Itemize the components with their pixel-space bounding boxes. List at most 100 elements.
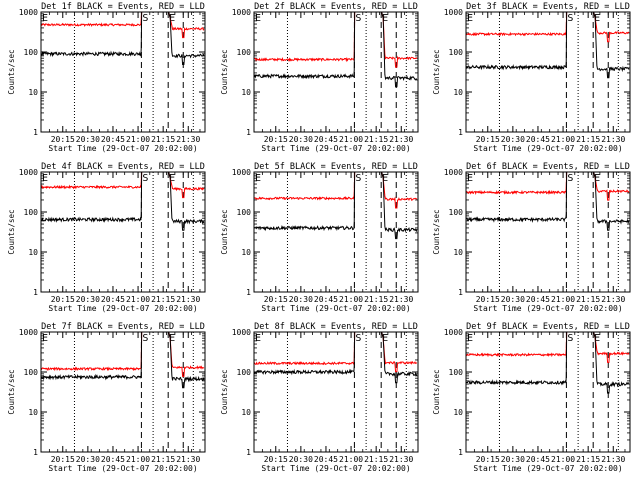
y-tick-label: 1 bbox=[33, 128, 38, 137]
y-tick-label: 10 bbox=[28, 408, 38, 417]
event-marker-label: E bbox=[42, 173, 48, 184]
lld-series-line-after bbox=[168, 331, 205, 377]
x-tick-label: 20:30 bbox=[76, 295, 100, 304]
y-tick-label: 1000 bbox=[444, 168, 463, 177]
y-tick-label: 1000 bbox=[19, 8, 38, 17]
y-tick-label: 1 bbox=[33, 448, 38, 457]
y-tick-label: 100 bbox=[449, 208, 464, 217]
events-series-line-after bbox=[168, 171, 205, 231]
events-series-line-before bbox=[253, 331, 356, 376]
x-tick-label: 20:30 bbox=[289, 135, 313, 144]
event-marker-label: S bbox=[355, 173, 361, 184]
x-axis-label: Start Time (29-Oct-07 20:02:00) bbox=[473, 144, 622, 153]
x-tick-label: 20:30 bbox=[501, 295, 525, 304]
event-marker-label: E bbox=[382, 173, 388, 184]
y-tick-label: 1000 bbox=[444, 328, 463, 337]
x-axis-label: Start Time (29-Oct-07 20:02:00) bbox=[473, 304, 622, 313]
events-series-line-after bbox=[381, 171, 418, 240]
y-tick-label: 100 bbox=[449, 368, 464, 377]
y-tick-label: 1 bbox=[458, 288, 463, 297]
event-marker-label: E bbox=[169, 13, 175, 24]
lld-series-line-before bbox=[466, 171, 568, 195]
event-marker-label: E bbox=[42, 13, 48, 24]
x-tick-label: 20:30 bbox=[289, 455, 313, 464]
y-tick-label: 100 bbox=[237, 368, 252, 377]
x-tick-label: 20:15 bbox=[51, 295, 75, 304]
lld-series-line-before bbox=[465, 331, 568, 358]
y-tick-label: 1000 bbox=[232, 328, 251, 337]
event-marker-label: E bbox=[594, 173, 600, 184]
x-tick-label: 20:45 bbox=[314, 135, 338, 144]
events-series-line-after bbox=[593, 331, 630, 394]
x-tick-label: 21:30 bbox=[176, 295, 200, 304]
y-tick-label: 100 bbox=[449, 48, 464, 57]
x-tick-label: 20:15 bbox=[476, 135, 500, 144]
y-axis-label: Counts/sec bbox=[432, 209, 441, 254]
x-tick-label: 21:00 bbox=[551, 135, 575, 144]
x-tick-label: 21:30 bbox=[601, 135, 625, 144]
y-tick-label: 1 bbox=[33, 288, 38, 297]
x-tick-label: 20:45 bbox=[101, 135, 125, 144]
x-tick-label: 20:15 bbox=[476, 455, 500, 464]
panel-4: Det 4f BLACK = Events, RED = LLD Counts/s… bbox=[7, 162, 206, 313]
y-tick-label: 100 bbox=[24, 208, 39, 217]
event-marker-label: E bbox=[255, 333, 261, 344]
events-series-line-before bbox=[40, 11, 143, 58]
panel-8: Det 8f BLACK = Events, RED = LLD Counts/s… bbox=[220, 322, 419, 473]
event-marker-label: E bbox=[169, 333, 175, 344]
event-marker-label: S bbox=[567, 173, 573, 184]
y-tick-label: 10 bbox=[453, 88, 463, 97]
y-tick-label: 10 bbox=[241, 408, 251, 417]
y-tick-label: 100 bbox=[24, 48, 39, 57]
panel-title: Det 4f BLACK = Events, RED = LLD bbox=[41, 162, 205, 172]
x-axis-label: Start Time (29-Oct-07 20:02:00) bbox=[48, 144, 197, 153]
plot-frame bbox=[40, 171, 206, 293]
y-tick-label: 10 bbox=[241, 88, 251, 97]
y-axis-label: Counts/sec bbox=[432, 49, 441, 94]
panel-title: Det 8f BLACK = Events, RED = LLD bbox=[254, 322, 418, 332]
panel-title: Det 7f BLACK = Events, RED = LLD bbox=[41, 322, 205, 332]
panel-3: Det 3f BLACK = Events, RED = LLD Counts/s… bbox=[432, 2, 631, 153]
x-axis-label: Start Time (29-Oct-07 20:02:00) bbox=[473, 464, 622, 473]
x-axis-label: Start Time (29-Oct-07 20:02:00) bbox=[48, 304, 197, 313]
y-axis-label: Counts/sec bbox=[220, 49, 229, 94]
event-marker-label: E bbox=[255, 173, 261, 184]
x-tick-label: 21:30 bbox=[176, 135, 200, 144]
lld-series-line-after bbox=[381, 171, 418, 209]
x-axis-label: Start Time (29-Oct-07 20:02:00) bbox=[261, 304, 410, 313]
lld-series-line-before bbox=[253, 331, 356, 366]
y-tick-label: 10 bbox=[28, 248, 38, 257]
x-tick-label: 21:30 bbox=[389, 135, 413, 144]
plot-frame bbox=[253, 331, 419, 453]
plot-frame bbox=[465, 11, 631, 133]
y-tick-label: 100 bbox=[237, 208, 252, 217]
events-series-line-before bbox=[41, 171, 143, 223]
x-tick-label: 20:30 bbox=[76, 455, 100, 464]
event-marker-label: S bbox=[355, 333, 361, 344]
x-tick-label: 21:15 bbox=[576, 455, 600, 464]
panel-7: Det 7f BLACK = Events, RED = LLD Counts/s… bbox=[7, 322, 206, 473]
x-tick-label: 21:30 bbox=[389, 295, 413, 304]
events-series-line-before bbox=[254, 171, 356, 232]
event-marker-label: S bbox=[142, 13, 148, 24]
y-tick-label: 100 bbox=[24, 368, 39, 377]
x-tick-label: 21:00 bbox=[551, 455, 575, 464]
x-tick-label: 21:30 bbox=[601, 295, 625, 304]
x-tick-label: 21:30 bbox=[389, 455, 413, 464]
y-tick-label: 1000 bbox=[19, 328, 38, 337]
y-tick-label: 1000 bbox=[232, 8, 251, 17]
panel-6: Det 6f BLACK = Events, RED = LLD Counts/s… bbox=[432, 162, 631, 313]
panel-title: Det 5f BLACK = Events, RED = LLD bbox=[254, 162, 418, 172]
x-axis-label: Start Time (29-Oct-07 20:02:00) bbox=[261, 464, 410, 473]
y-tick-label: 1 bbox=[458, 448, 463, 457]
x-tick-label: 20:30 bbox=[501, 135, 525, 144]
plot-frame bbox=[40, 331, 206, 453]
event-marker-label: E bbox=[42, 333, 48, 344]
event-marker-label: S bbox=[142, 173, 148, 184]
y-axis-label: Counts/sec bbox=[432, 369, 441, 414]
event-marker-label: E bbox=[382, 13, 388, 24]
event-marker-label: S bbox=[567, 13, 573, 24]
y-axis-label: Counts/sec bbox=[7, 49, 16, 94]
x-tick-label: 21:00 bbox=[126, 135, 150, 144]
